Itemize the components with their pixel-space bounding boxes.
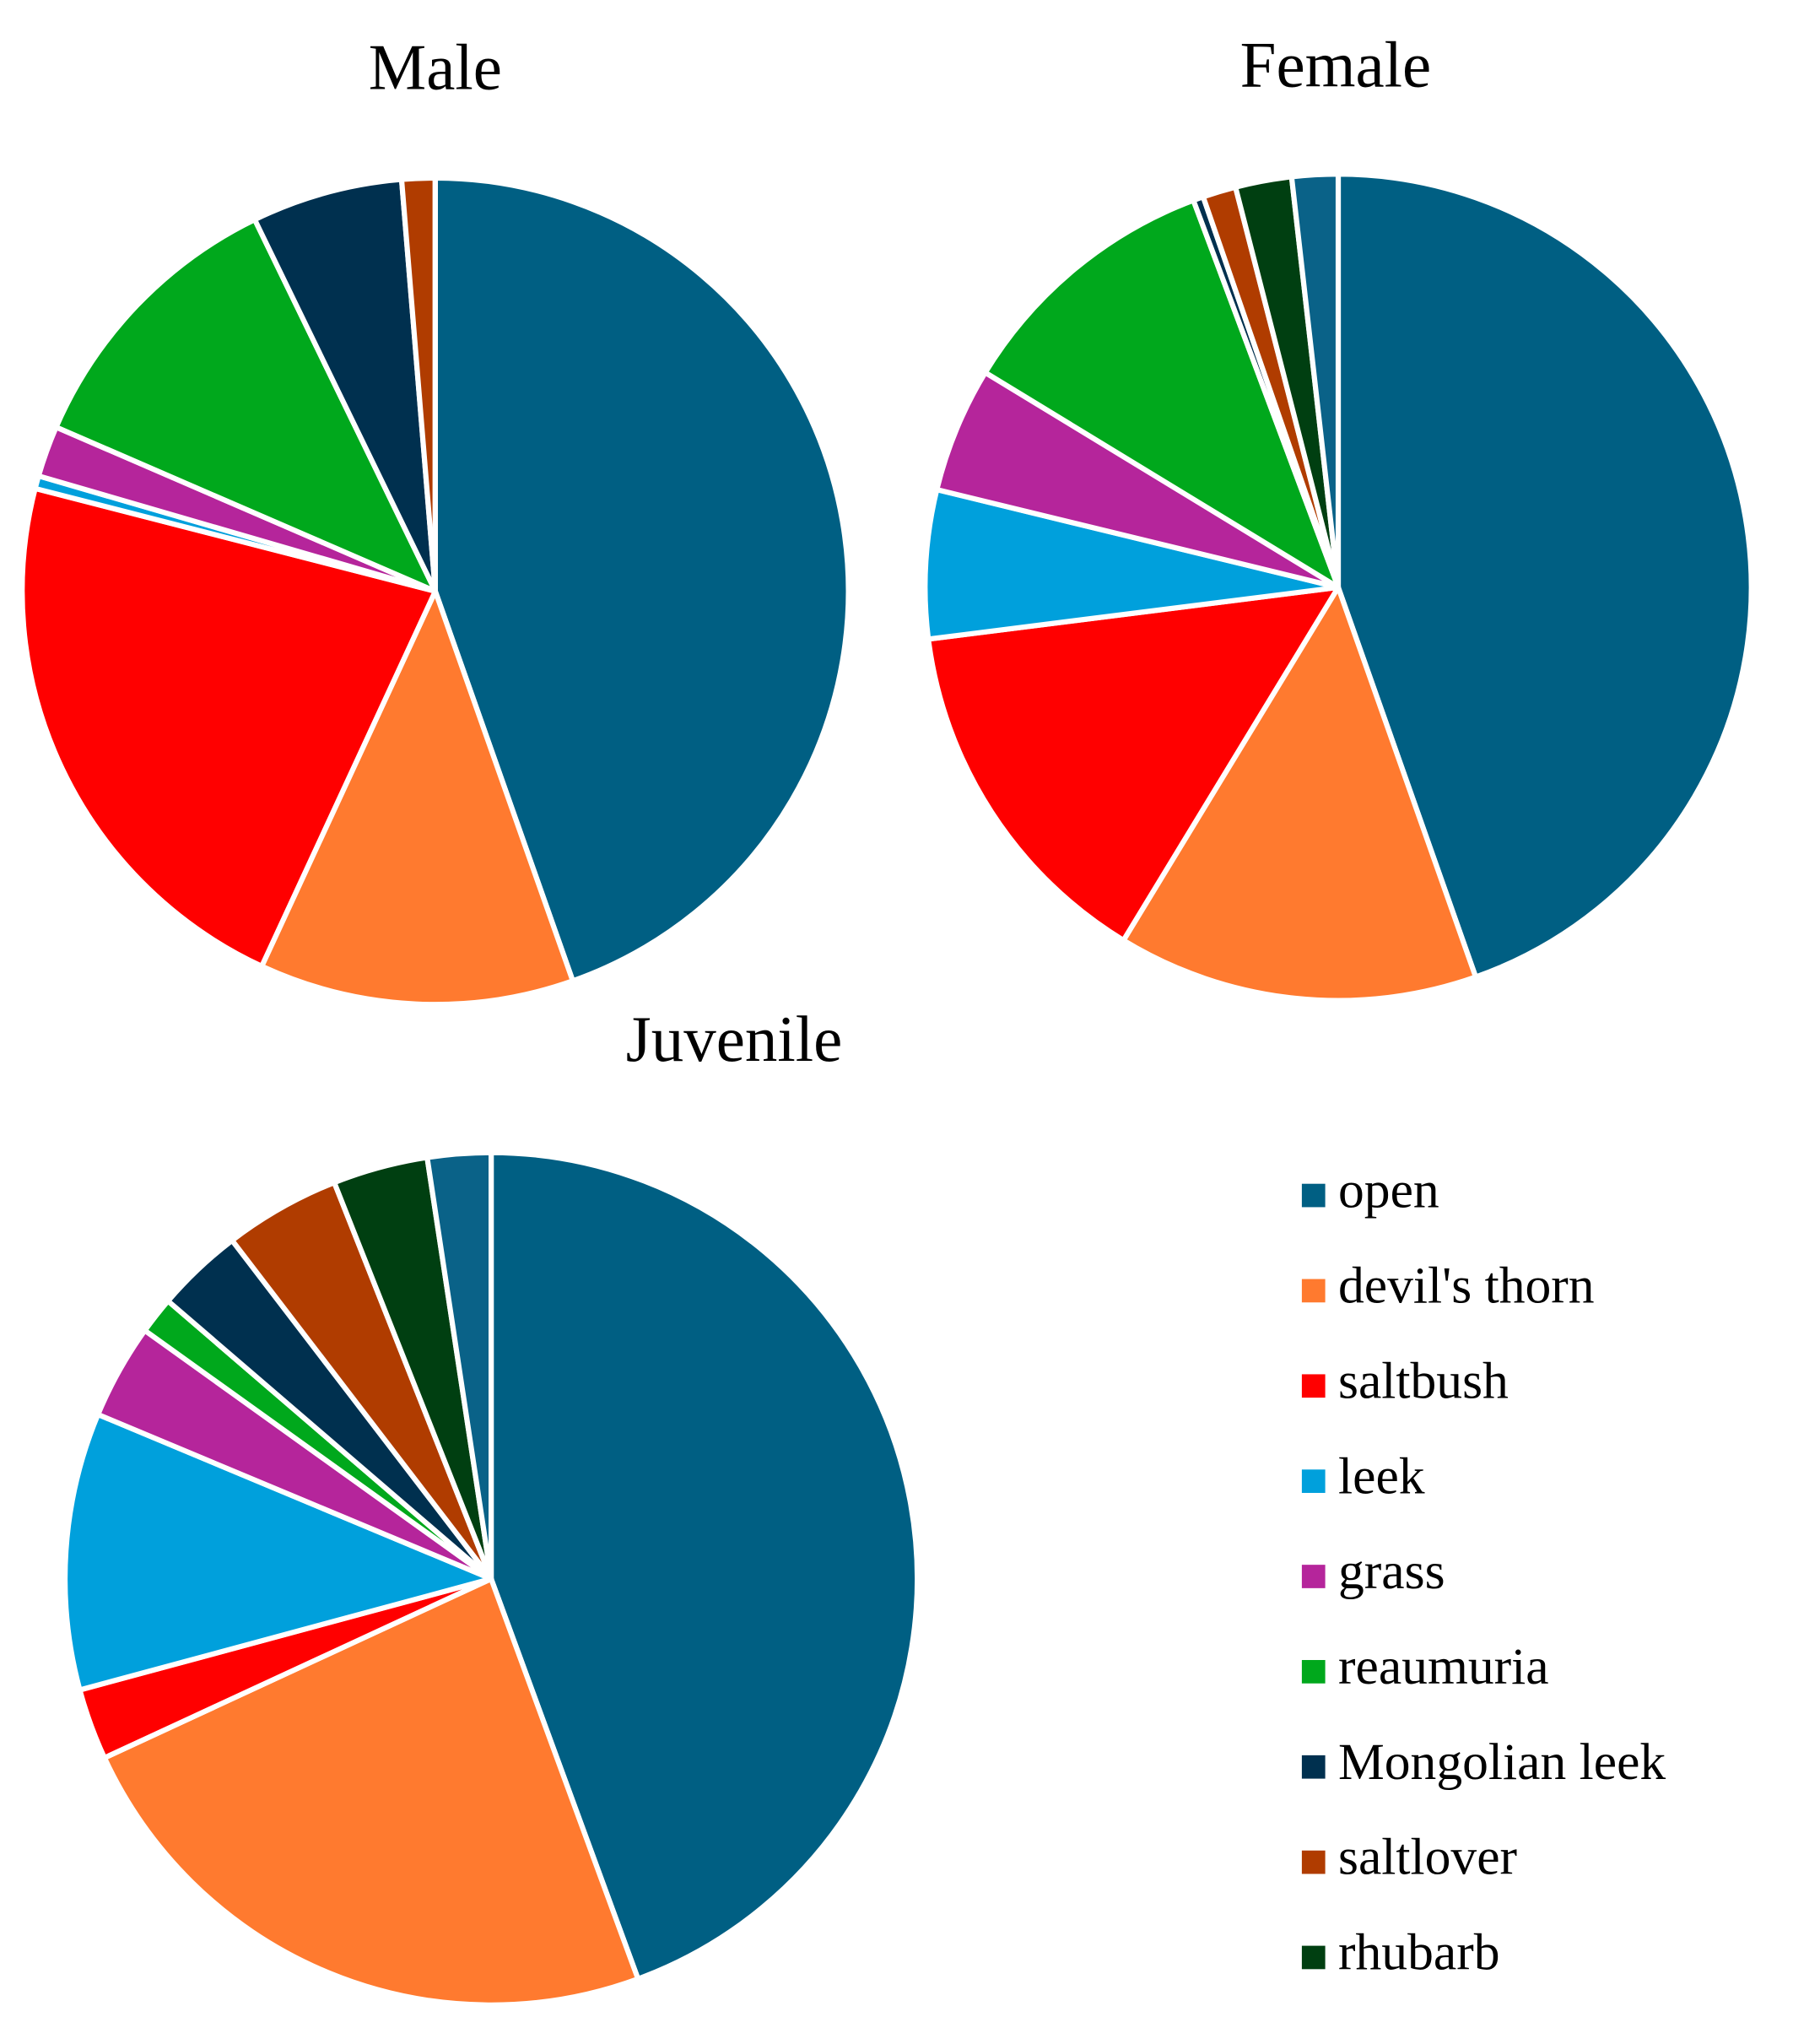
pie-slice <box>424 1149 494 1582</box>
legend-label: reaumuria <box>1338 1638 1549 1695</box>
chart-title: Juvenile <box>626 1003 843 1075</box>
pie-slice <box>259 588 575 1008</box>
pie-slice <box>922 487 1342 642</box>
pie-slice <box>982 197 1342 591</box>
pie-slice <box>19 485 438 969</box>
pie-slice <box>101 1576 641 2008</box>
pie-slice <box>62 1411 494 1693</box>
legend-swatch <box>1301 1660 1326 1684</box>
legend-label: saltbush <box>1338 1352 1509 1409</box>
legend-label: leek <box>1338 1447 1425 1505</box>
pie-slice <box>489 1149 921 1982</box>
legend-label: rhubarb <box>1338 1924 1499 1982</box>
pie-slice <box>432 175 851 984</box>
legend-label: grass <box>1338 1543 1445 1600</box>
legend-swatch <box>1301 1374 1326 1398</box>
legend-label: Mongolian leek <box>1338 1733 1666 1791</box>
legend-swatch <box>1301 1183 1326 1208</box>
legend-swatch <box>1301 1279 1326 1303</box>
legend-label: open <box>1338 1162 1439 1219</box>
legend-swatch <box>1301 1565 1326 1588</box>
pie-slice <box>1335 171 1754 980</box>
legend-swatch <box>1301 1850 1326 1874</box>
legend-swatch <box>1301 1945 1326 1970</box>
chart-title: Female <box>1240 28 1432 100</box>
legend-label: devil's thorn <box>1338 1257 1595 1315</box>
pie-slice <box>53 217 438 594</box>
pie-slice <box>1288 171 1342 591</box>
legend-swatch <box>1301 1469 1326 1493</box>
legend-swatch <box>1301 1755 1326 1779</box>
pie-slice <box>1121 584 1479 1003</box>
legend-label: saltlover <box>1338 1829 1517 1886</box>
pie-slice <box>251 176 438 594</box>
chart-title: Male <box>369 30 502 103</box>
pie-slice <box>926 584 1342 944</box>
